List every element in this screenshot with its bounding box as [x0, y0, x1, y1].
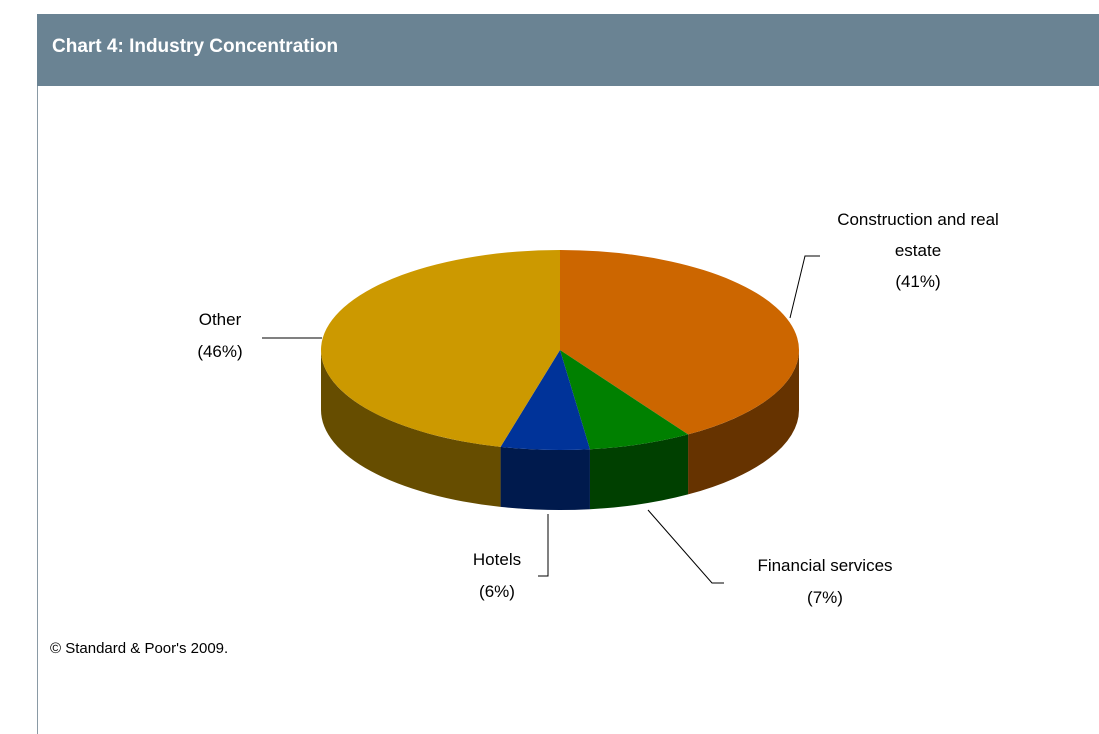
value-label: (46%): [197, 342, 243, 361]
leader-line: [538, 514, 549, 577]
leader-line: [647, 509, 724, 584]
value-label: (41%): [895, 272, 941, 291]
value-label: (6%): [479, 582, 515, 601]
slice-side: [688, 350, 799, 495]
slice-label: Other: [198, 310, 242, 329]
slice: [560, 250, 800, 435]
chart-title: Chart 4: Industry Concentration: [52, 36, 339, 57]
slice: [500, 350, 590, 450]
border: [37, 86, 38, 734]
slice-label: Construction and real estate: [837, 210, 999, 260]
slice: [560, 350, 689, 450]
slice-side: [500, 446, 590, 510]
value-label: (7%): [807, 588, 843, 607]
slice: [321, 250, 560, 447]
slice-side: [589, 434, 689, 510]
slice-side: [321, 350, 501, 507]
footnote: © Standard & Poor's 2009.: [50, 640, 229, 657]
slice-label: Financial services: [757, 556, 893, 575]
header-bar: Chart 4: Industry Concentration: [37, 14, 1099, 86]
leader-line: [789, 255, 820, 319]
slice-label: Hotels: [472, 550, 522, 569]
